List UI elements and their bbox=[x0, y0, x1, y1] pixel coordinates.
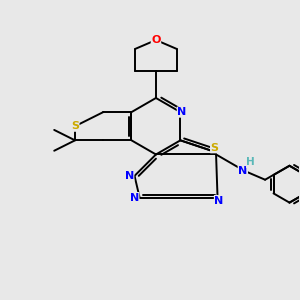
Text: H: H bbox=[247, 158, 255, 167]
Text: N: N bbox=[238, 166, 248, 176]
Text: S: S bbox=[71, 121, 79, 131]
Text: S: S bbox=[211, 143, 219, 153]
Text: N: N bbox=[124, 171, 134, 181]
Text: N: N bbox=[214, 196, 224, 206]
Text: O: O bbox=[151, 35, 160, 45]
Text: N: N bbox=[177, 107, 187, 117]
Text: N: N bbox=[130, 193, 139, 202]
